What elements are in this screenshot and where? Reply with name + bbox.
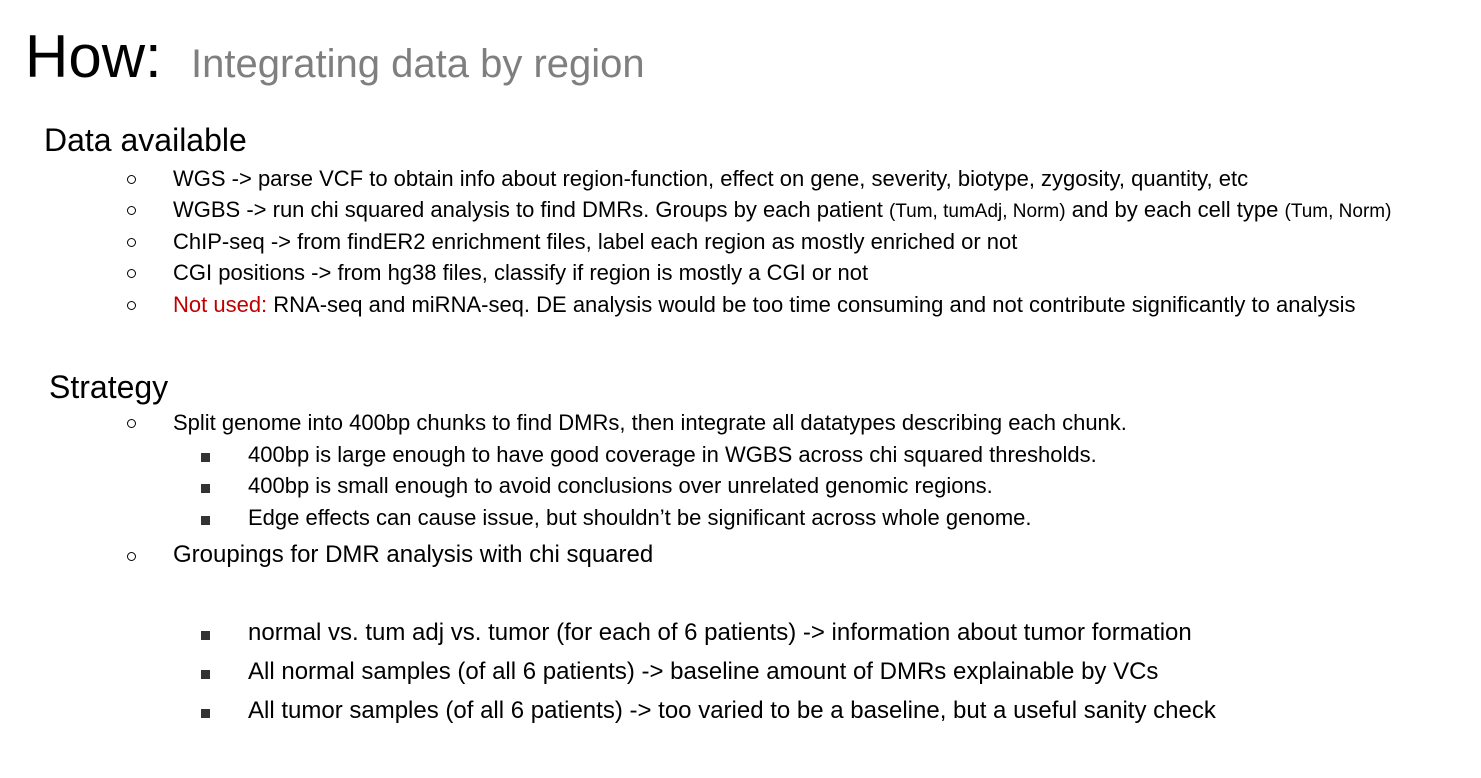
list-item-text: Split genome into 400bp chunks to find D… xyxy=(173,410,1127,435)
wgbs-text-continued: and by each cell type xyxy=(1065,197,1285,222)
list-item-text: CGI positions -> from hg38 files, classi… xyxy=(173,260,869,285)
square-bullet-icon xyxy=(201,670,210,679)
sub-list-item-text: All normal samples (of all 6 patients) -… xyxy=(248,658,1159,685)
patient-groups-note: (Tum, tumAdj, Norm) xyxy=(888,201,1066,222)
not-used-text: RNA-seq and miRNA-seq. DE analysis would… xyxy=(267,292,1356,317)
hollow-circle-bullet-icon xyxy=(127,206,136,215)
sub-list-item-text: 400bp is small enough to avoid conclusio… xyxy=(248,473,993,498)
hollow-circle-bullet-icon xyxy=(127,238,136,247)
square-bullet-icon xyxy=(201,484,210,493)
wgbs-text: WGBS -> run chi squared analysis to find… xyxy=(173,197,889,222)
square-bullet-icon xyxy=(201,631,210,640)
cell-type-groups-note: (Tum, Norm) xyxy=(1284,201,1392,222)
square-bullet-icon xyxy=(201,516,210,525)
hollow-circle-bullet-icon xyxy=(127,269,136,278)
hollow-circle-bullet-icon xyxy=(127,301,136,310)
list-item-text: Not used: RNA-seq and miRNA-seq. DE anal… xyxy=(173,291,1355,319)
sub-list-item-text: normal vs. tum adj vs. tumor (for each o… xyxy=(248,619,1192,646)
list-item-text: ChIP-seq -> from findER2 enrichment file… xyxy=(173,229,1018,254)
section-heading-data-available: Data available xyxy=(44,122,247,158)
section-heading-strategy: Strategy xyxy=(49,369,169,405)
square-bullet-icon xyxy=(201,709,210,718)
hollow-circle-bullet-icon xyxy=(127,552,136,561)
hollow-circle-bullet-icon xyxy=(127,419,136,428)
slide-title: How: xyxy=(25,23,162,90)
sub-list-item-text: All tumor samples (of all 6 patients) ->… xyxy=(248,697,1216,724)
hollow-circle-bullet-icon xyxy=(127,175,136,184)
sub-list-item-text: Edge effects can cause issue, but should… xyxy=(248,505,1032,530)
list-item-text: WGBS -> run chi squared analysis to find… xyxy=(173,196,1391,226)
list-item-text: Groupings for DMR analysis with chi squa… xyxy=(173,541,654,568)
list-item-text: WGS -> parse VCF to obtain info about re… xyxy=(173,166,1249,191)
slide-subtitle: Integrating data by region xyxy=(191,42,645,86)
square-bullet-icon xyxy=(201,453,210,462)
sub-list-item-text: 400bp is large enough to have good cover… xyxy=(248,442,1097,467)
not-used-label: Not used: xyxy=(173,292,268,317)
